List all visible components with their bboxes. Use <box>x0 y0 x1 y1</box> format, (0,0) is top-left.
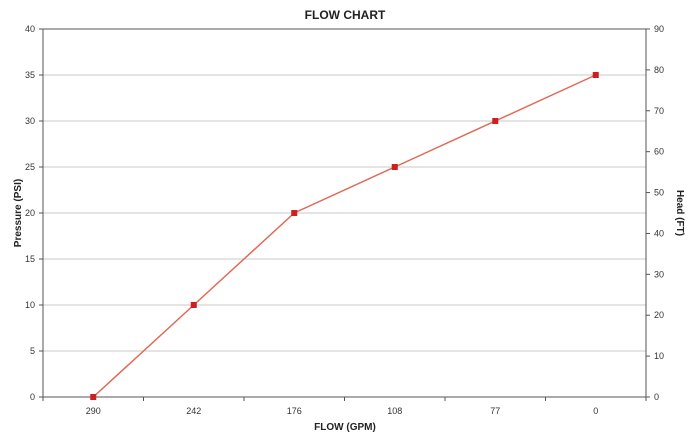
right-y-tick-label: 20 <box>654 310 664 320</box>
right-y-tick-label: 40 <box>654 228 664 238</box>
right-y-tick-label: 80 <box>654 65 664 75</box>
right-y-tick-label: 50 <box>654 188 664 198</box>
right-y-tick-label: 70 <box>654 106 664 116</box>
x-tick-label: 77 <box>490 406 500 416</box>
x-tick-labels: 290 242 176 108 77 0 <box>86 406 599 416</box>
data-point <box>190 302 197 308</box>
x-tick-label: 0 <box>593 406 598 416</box>
right-y-tick-label: 60 <box>654 147 664 157</box>
y-axis-label: Pressure (PSI) <box>13 179 24 247</box>
grid-lines <box>43 28 646 398</box>
x-tick-label: 290 <box>86 406 101 416</box>
data-markers <box>90 72 599 400</box>
chart-title: FLOW CHART <box>305 8 386 22</box>
left-y-tick-label: 0 <box>30 392 35 402</box>
right-y-tick-label: 0 <box>654 392 659 402</box>
tick-marks <box>39 28 650 401</box>
left-y-tick-label: 25 <box>25 162 35 172</box>
right-y-tick-label: 10 <box>654 351 664 361</box>
y2-axis-label: Head (FT) <box>674 190 685 236</box>
left-y-tick-label: 15 <box>25 254 35 264</box>
x-tick-label: 108 <box>387 406 402 416</box>
left-y-tick-label: 35 <box>25 70 35 80</box>
x-axis-label: FLOW (GPM) <box>314 422 376 432</box>
right-y-tick-label: 90 <box>654 24 664 34</box>
left-y-tick-label: 40 <box>25 24 35 34</box>
left-y-tick-label: 30 <box>25 116 35 126</box>
data-point <box>391 164 398 170</box>
data-point <box>291 210 298 216</box>
right-y-tick-label: 30 <box>654 269 664 279</box>
right-y-tick-labels: 0 10 20 30 40 50 60 70 80 90 <box>654 24 664 402</box>
x-tick-label: 176 <box>287 406 302 416</box>
x-tick-label: 242 <box>186 406 201 416</box>
data-point <box>90 394 97 400</box>
left-y-tick-label: 20 <box>25 208 35 218</box>
left-y-tick-labels: 0 5 10 15 20 25 30 35 40 <box>25 24 35 402</box>
data-point <box>592 72 599 78</box>
data-point <box>492 118 499 124</box>
left-y-tick-label: 10 <box>25 300 35 310</box>
series-line <box>92 74 597 398</box>
left-y-tick-label: 5 <box>30 346 35 356</box>
